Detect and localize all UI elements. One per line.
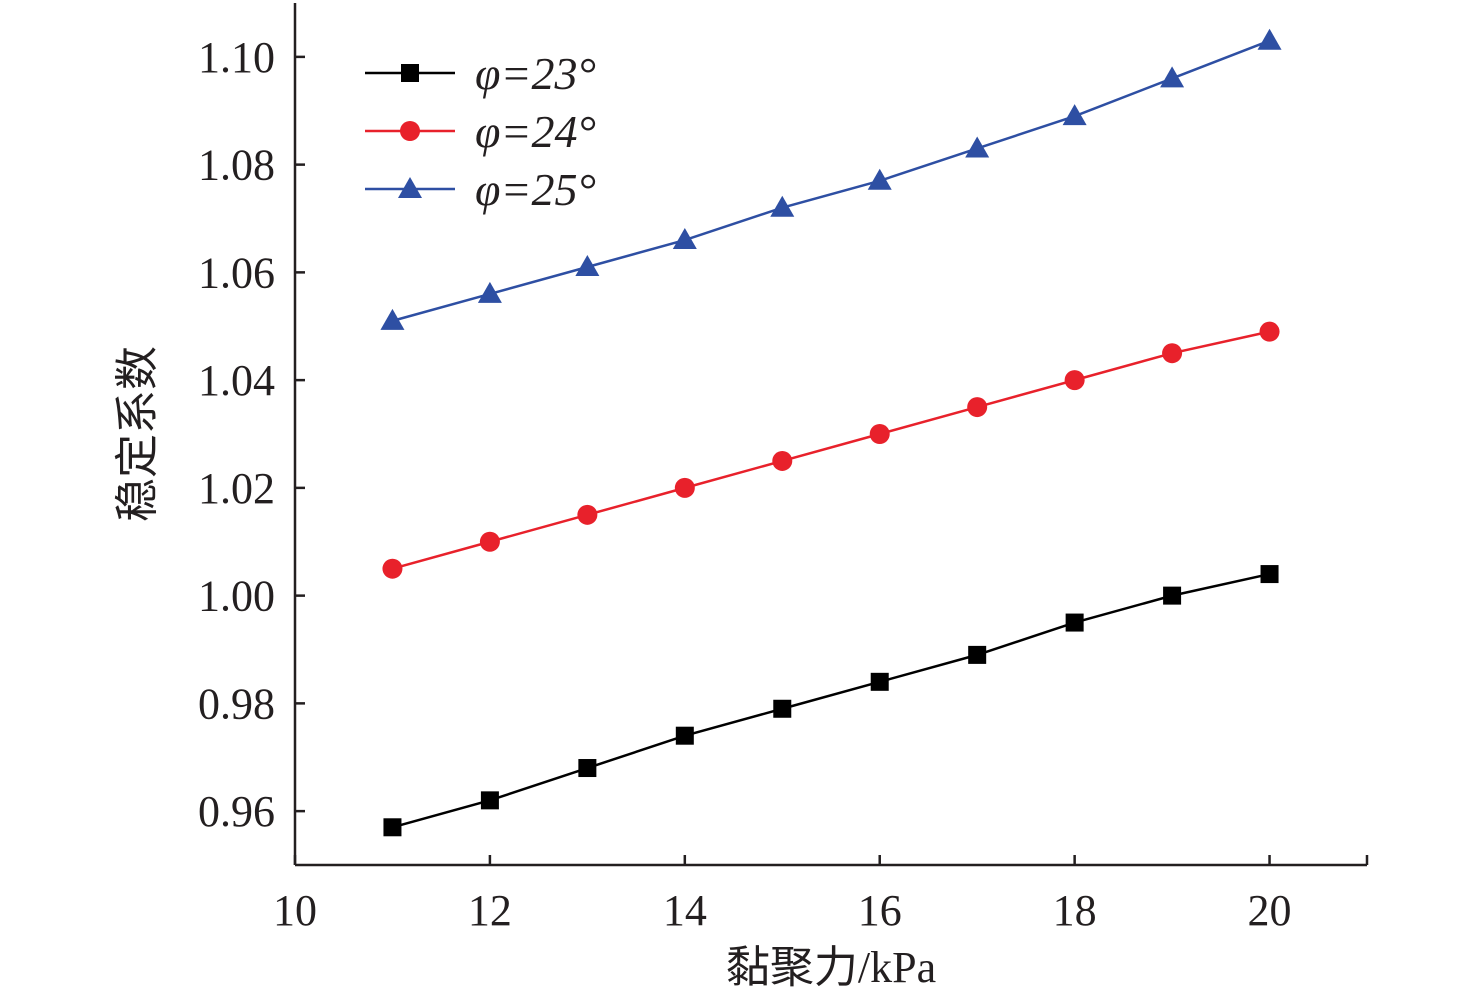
circle-marker [674,477,695,498]
x-tick-label: 12 [468,886,512,935]
series-triangle [380,28,1282,330]
y-tick-label: 1.00 [198,572,275,621]
y-tick-label: 1.04 [198,356,275,405]
x-tick-label: 10 [273,886,317,935]
circle-marker [1064,370,1085,391]
y-tick-label: 1.02 [198,464,275,513]
triangle-marker [575,254,600,276]
circle-marker [967,397,988,418]
circle-marker [382,558,403,579]
circle-marker [1259,321,1280,342]
triangle-marker [380,308,405,330]
x-tick-label: 16 [858,886,902,935]
triangle-marker [398,177,422,198]
series-square [383,565,1279,837]
square-marker [773,699,792,718]
legend-item: φ=24° [365,106,596,157]
y-axis-label: 稳定系数 [113,346,162,522]
series-line [392,330,1270,570]
legend-label: φ=23° [475,48,596,99]
series-group [380,28,1282,837]
triangle-marker [1257,28,1282,50]
legend-label: φ=25° [475,164,596,215]
legend-item: φ=23° [365,48,596,99]
square-marker [480,791,499,810]
legend: φ=23° φ=24° φ=25° [365,48,596,215]
axes: 10 12 14 16 18 20 0.96 0.98 1.00 1.02 1.04 1.06 1.08… [198,3,1369,935]
square-marker [968,645,987,664]
triangle-marker [1160,66,1185,88]
square-marker [1065,613,1084,632]
circle-marker [772,450,793,471]
x-axis-label: 黏聚力/kPa [726,943,936,992]
x-tick-label: 20 [1248,886,1292,935]
series-circle [382,321,1280,579]
x-tick-label: 18 [1053,886,1097,935]
legend-label: φ=24° [475,106,596,157]
circle-marker [577,504,598,525]
triangle-marker [477,281,502,303]
square-marker [675,726,694,745]
series-line [392,572,1270,829]
square-marker [1260,565,1279,584]
series-line [392,39,1270,323]
square-marker [870,672,889,691]
circle-marker [1162,343,1183,364]
y-tick-label: 1.10 [198,33,275,82]
square-marker [401,64,419,82]
triangle-marker [1062,104,1087,126]
circle-marker [869,424,890,444]
square-marker [1163,586,1182,605]
x-tick-label: 14 [663,886,707,935]
circle-marker [479,531,500,552]
legend-item: φ=25° [365,164,596,215]
y-tick-label: 0.98 [198,679,275,728]
triangle-marker [965,136,990,158]
circle-marker [400,121,420,141]
y-tick-label: 1.08 [198,141,275,190]
square-marker [383,818,402,837]
triangle-marker [770,195,795,217]
square-marker [578,759,597,778]
triangle-marker [672,228,697,250]
triangle-marker [867,168,892,190]
y-tick-label: 1.06 [198,248,275,297]
y-tick-label: 0.96 [198,787,275,836]
